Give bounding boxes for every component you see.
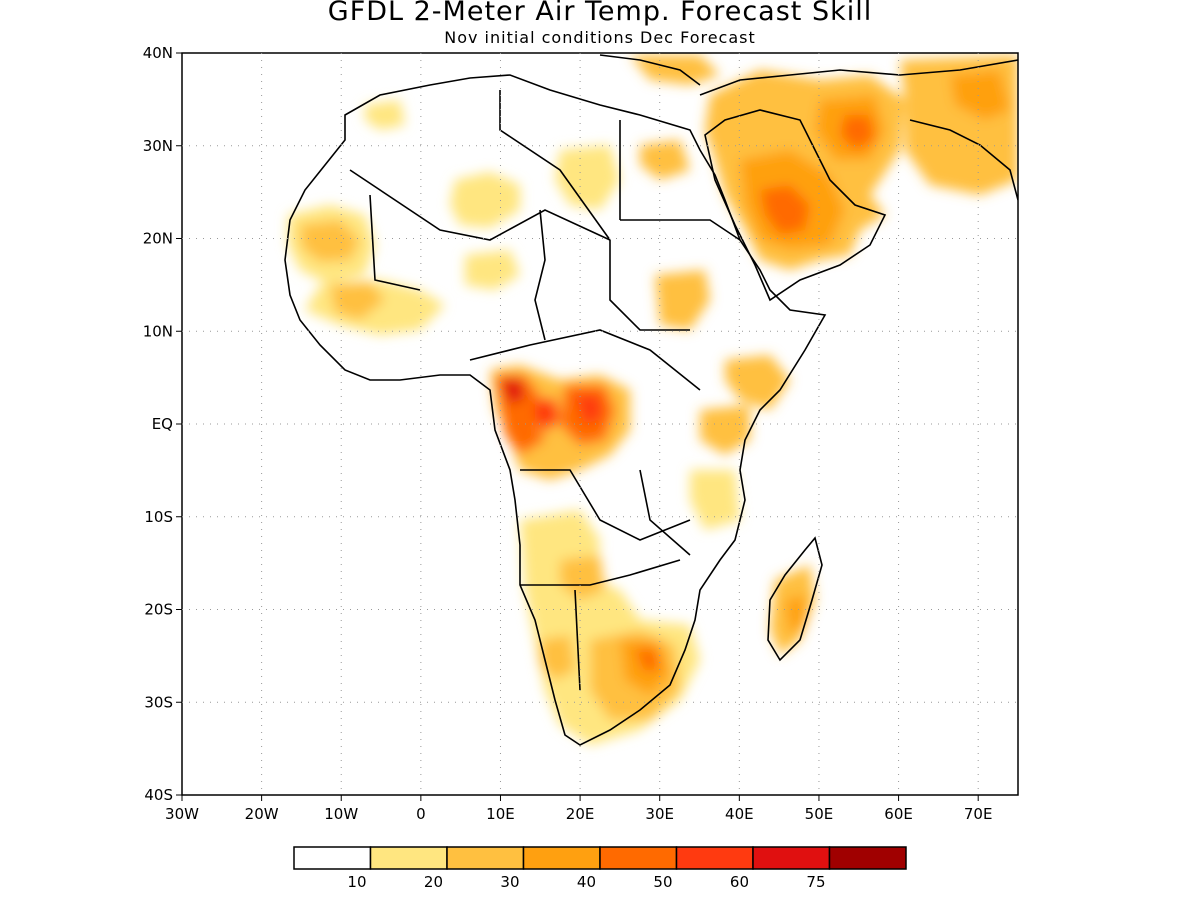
lon-label: 30W [165,805,199,823]
colorbar-swatch [293,846,372,870]
latitude-labels: 40N 30N 20N 10N EQ 10S 20S 30S 40S [143,44,182,804]
skill-shading [288,55,1018,745]
longitude-labels: 30W 20W 10W 0 10E 20E 30E 40E 50E 60E 70E [165,795,992,823]
gridlines [182,53,1018,795]
colorbar: 10 20 30 40 50 60 75 [293,846,907,891]
lon-label: 30E [645,805,674,823]
lon-label: 20W [245,805,279,823]
lon-label: 60E [884,805,913,823]
lon-label: 50E [805,805,834,823]
colorbar-swatch [675,846,754,870]
colorbar-swatch [446,846,525,870]
colorbar-swatch [369,846,448,870]
lon-label: 70E [964,805,993,823]
lon-label: 20E [566,805,595,823]
lat-label: EQ [152,415,173,433]
colorbar-swatch [599,846,678,870]
lon-label: 10W [324,805,358,823]
colorbar-label: 50 [653,873,672,891]
lat-label: 10S [144,508,173,526]
lon-label: 40E [725,805,754,823]
colorbar-swatch [522,846,601,870]
colorbar-swatch [752,846,831,870]
colorbar-label: 75 [806,873,825,891]
lon-label: 10E [486,805,515,823]
lat-label: 40S [144,786,173,804]
colorbar-swatch [828,846,907,870]
lat-label: 40N [143,44,173,62]
colorbar-label: 40 [577,873,596,891]
colorbar-label: 30 [500,873,519,891]
lat-label: 20S [144,601,173,619]
lat-label: 10N [143,322,173,340]
lat-label: 20N [143,230,173,248]
map-title: GFDL 2-Meter Air Temp. Forecast Skill [327,0,873,27]
lat-label: 30S [144,693,173,711]
lat-label: 30N [143,137,173,155]
lon-label: 0 [416,805,426,823]
coastlines [284,54,1018,746]
colorbar-label: 60 [730,873,749,891]
map-subtitle: Nov initial conditions Dec Forecast [444,28,756,47]
colorbar-label: 20 [424,873,443,891]
colorbar-label: 10 [347,873,366,891]
